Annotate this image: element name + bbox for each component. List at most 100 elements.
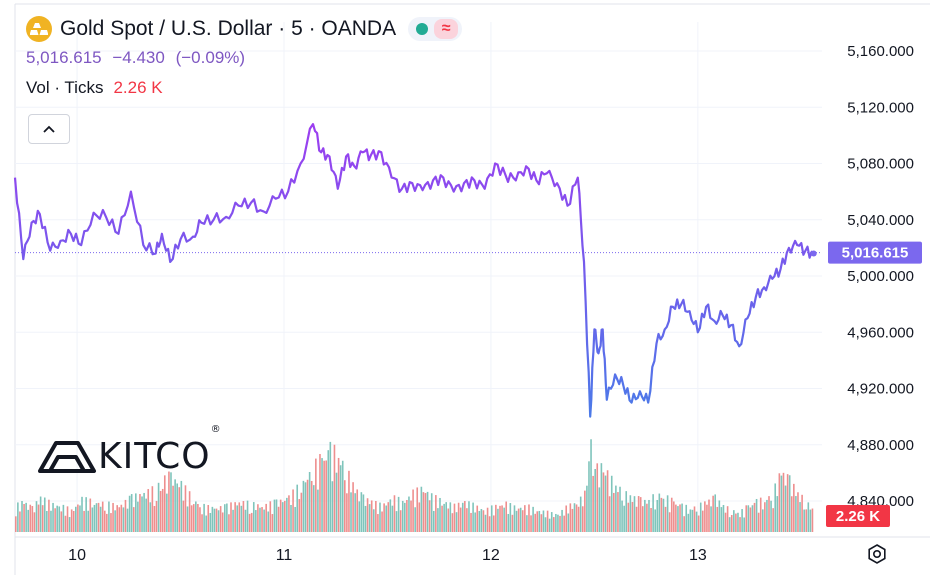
volume-bar bbox=[188, 491, 191, 532]
volume-bar bbox=[201, 514, 203, 532]
volume-bar bbox=[385, 505, 387, 532]
volume-bar bbox=[35, 501, 38, 532]
volume-bar bbox=[803, 509, 805, 532]
volume-bar bbox=[786, 474, 789, 532]
volume-bar bbox=[228, 514, 230, 532]
volume-bar bbox=[635, 506, 638, 532]
volume-bar bbox=[267, 511, 270, 532]
volume-bar bbox=[319, 454, 321, 532]
volume-bar bbox=[509, 503, 512, 532]
y-tick-label: 5,040.000 bbox=[847, 212, 914, 229]
volume-bar bbox=[137, 501, 139, 532]
volume-bar bbox=[223, 504, 226, 532]
volume-bar bbox=[265, 503, 267, 532]
volume-bar bbox=[248, 513, 251, 532]
volume-bar bbox=[292, 489, 294, 532]
status-badges[interactable]: ≈ bbox=[408, 17, 463, 41]
volume-bar bbox=[64, 515, 67, 532]
volume-bar bbox=[124, 499, 127, 532]
volume-bar bbox=[27, 509, 30, 532]
volume-bar bbox=[807, 502, 810, 532]
volume-bar bbox=[768, 496, 770, 532]
volume-bar bbox=[163, 475, 166, 532]
volume-bar bbox=[219, 506, 222, 532]
volume-bar bbox=[542, 510, 545, 532]
volume-bar bbox=[764, 502, 766, 532]
volume-bar bbox=[441, 505, 443, 532]
volume-bar bbox=[432, 510, 435, 532]
volume-bar bbox=[97, 502, 100, 532]
volume-bar bbox=[271, 514, 274, 532]
delayed-data-icon: ≈ bbox=[434, 19, 459, 39]
volume-bar bbox=[120, 504, 123, 532]
volume-bar bbox=[617, 492, 619, 532]
collapse-legend-button[interactable] bbox=[28, 114, 70, 144]
volume-bar bbox=[619, 486, 621, 532]
chart-header: Gold Spot / U.S. Dollar · 5 · OANDA ≈ 5,… bbox=[26, 14, 463, 98]
volume-bar bbox=[437, 508, 439, 532]
volume-bar bbox=[155, 500, 158, 532]
volume-tag-bg bbox=[826, 505, 890, 527]
volume-bar bbox=[797, 492, 799, 532]
volume-bar bbox=[255, 510, 257, 532]
volume-bar bbox=[339, 465, 342, 532]
volume-bar bbox=[252, 502, 255, 532]
volume-bar bbox=[660, 497, 663, 532]
volume-bar bbox=[157, 482, 160, 532]
volume-bar bbox=[348, 470, 350, 532]
volume-bar bbox=[782, 472, 785, 532]
volume-bar bbox=[610, 475, 613, 532]
volume-bar bbox=[805, 509, 808, 532]
volume-bar bbox=[56, 505, 58, 532]
volume-bar bbox=[666, 495, 669, 532]
volume-bar bbox=[250, 512, 253, 532]
volume-bar bbox=[21, 501, 23, 532]
volume-bar bbox=[101, 501, 104, 532]
volume-bar bbox=[315, 458, 317, 532]
volume-bar bbox=[83, 510, 85, 532]
volume-bar bbox=[236, 505, 239, 532]
volume-bar bbox=[72, 511, 75, 532]
volume-bar bbox=[526, 515, 528, 532]
last-price-tag: 5,016.615 bbox=[828, 241, 922, 264]
volume-bar bbox=[538, 510, 541, 532]
y-tick-label: 4,880.000 bbox=[847, 437, 914, 454]
volume-bar bbox=[126, 508, 129, 532]
volume-bar bbox=[468, 501, 470, 532]
volume-bar bbox=[511, 514, 514, 532]
volume-bar bbox=[780, 475, 783, 532]
volume-bar bbox=[263, 509, 265, 532]
volume-bar bbox=[312, 485, 315, 532]
volume-bar bbox=[455, 512, 458, 532]
volume-bar bbox=[515, 510, 518, 532]
volume-bar bbox=[329, 441, 332, 532]
volume-bar bbox=[654, 509, 656, 532]
volume-bar bbox=[184, 485, 187, 532]
volume-bar bbox=[577, 506, 580, 532]
volume-bar bbox=[704, 501, 706, 532]
volume-bar bbox=[774, 483, 777, 532]
volume-bar bbox=[410, 500, 412, 532]
volume-bar bbox=[213, 508, 216, 532]
settings-gear-icon[interactable] bbox=[866, 543, 888, 565]
volume-bar bbox=[747, 505, 750, 532]
volume-bar bbox=[449, 502, 452, 532]
volume-bar bbox=[114, 510, 116, 532]
volume-bar bbox=[472, 502, 474, 532]
volume-bar bbox=[759, 497, 762, 532]
volume-bar bbox=[507, 513, 510, 532]
volume-bar bbox=[712, 495, 714, 532]
volume-bar bbox=[81, 496, 83, 532]
volume-bar bbox=[132, 507, 135, 532]
volume-bar bbox=[737, 512, 739, 532]
volume-bar bbox=[484, 514, 487, 532]
volume-bar bbox=[544, 517, 547, 532]
volume-bar bbox=[209, 512, 212, 532]
volume-label[interactable]: Vol · Ticks bbox=[26, 78, 104, 97]
volume-bar bbox=[190, 505, 193, 532]
volume-tag: 2.26 K bbox=[826, 505, 890, 527]
volume-bar bbox=[300, 492, 303, 532]
symbol-title[interactable]: Gold Spot / U.S. Dollar · 5 · OANDA bbox=[60, 17, 397, 40]
volume-bar bbox=[412, 489, 414, 532]
